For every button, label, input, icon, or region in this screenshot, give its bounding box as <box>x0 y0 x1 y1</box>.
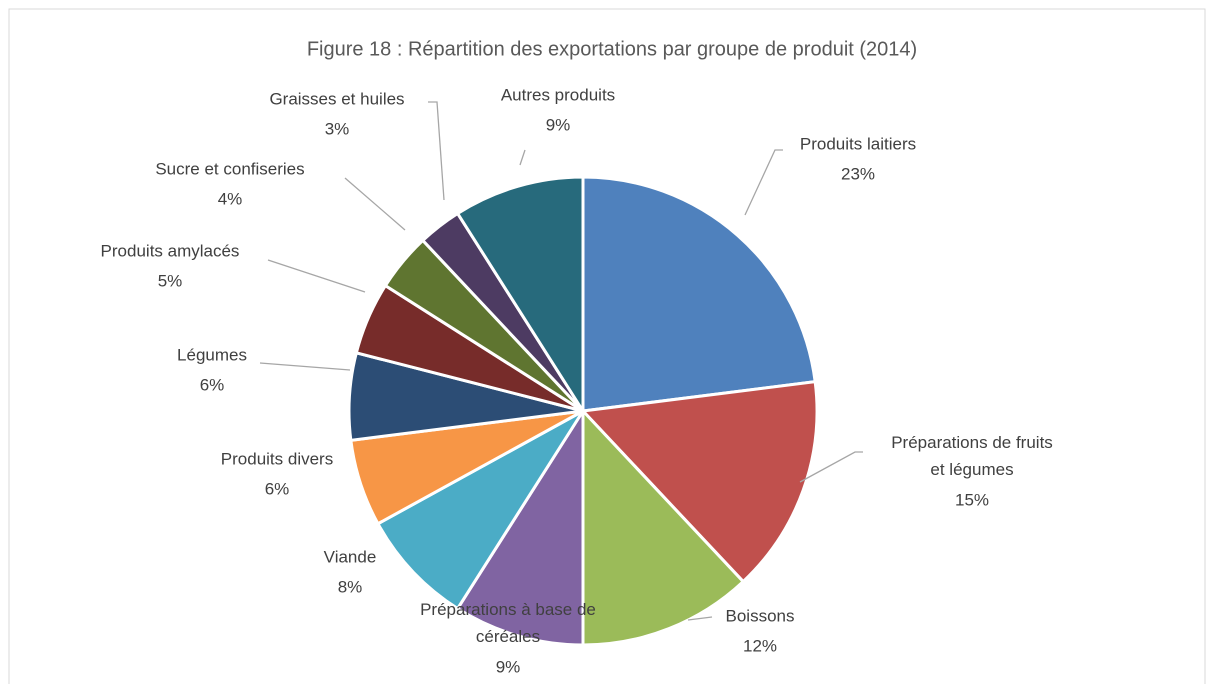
data-label-value: 3% <box>325 119 350 138</box>
data-label-value: 4% <box>218 189 243 208</box>
data-label-name: Produits divers <box>221 449 333 468</box>
data-label-name: Viande <box>324 547 377 566</box>
leader-line <box>799 451 863 483</box>
data-label-value: 23% <box>841 164 875 183</box>
leader-line <box>344 177 406 231</box>
data-label-value: 6% <box>200 375 225 394</box>
leader-line <box>267 259 366 293</box>
pie-slice <box>455 405 585 647</box>
pie-slice <box>579 379 819 584</box>
data-label-name: Produits laitiers <box>800 134 916 153</box>
leader-line <box>519 149 526 166</box>
data-label-value: 9% <box>496 657 521 676</box>
pie-slice <box>375 409 585 611</box>
data-label-value: 15% <box>955 490 989 509</box>
data-label-value: 12% <box>743 636 777 655</box>
data-label-name: Boissons <box>726 606 795 625</box>
data-label-name: Graisses et huiles <box>269 89 404 108</box>
data-label-name: Préparations de fruits et légumes <box>891 433 1053 479</box>
leader-line <box>744 149 783 216</box>
pie-slice <box>455 175 585 417</box>
chart-title: Figure 18 : Répartition des exportations… <box>307 38 917 60</box>
data-label-name: Légumes <box>177 345 247 364</box>
pie-slice <box>581 407 746 647</box>
data-label-value: 8% <box>338 577 363 596</box>
leader-line <box>687 616 713 621</box>
data-label-value: 6% <box>265 479 290 498</box>
data-label-value: 9% <box>546 115 571 134</box>
data-label-value: 5% <box>158 271 183 290</box>
data-label-name: Produits amylacés <box>101 241 240 260</box>
data-label-name: Autres produits <box>501 85 615 104</box>
leader-line <box>259 362 351 371</box>
data-label-name: Préparations à base de céréales <box>420 600 596 646</box>
pie-slice <box>581 175 817 413</box>
data-label-name: Sucre et confiseries <box>155 159 304 178</box>
leader-line <box>428 101 445 201</box>
